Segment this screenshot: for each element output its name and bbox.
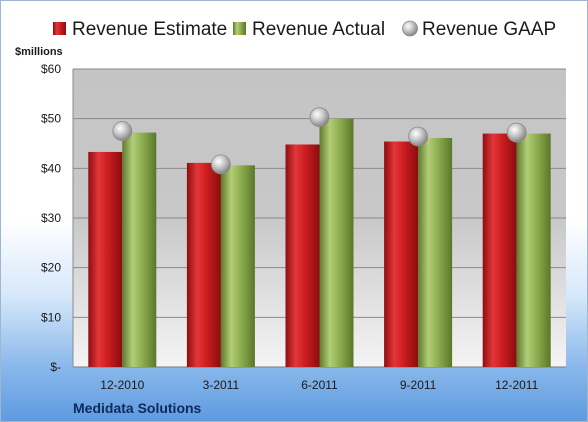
gaap-marker: [309, 107, 330, 128]
gaap-marker: [506, 122, 527, 143]
legend-label: Revenue GAAP: [422, 19, 556, 40]
y-tick-label: $50: [41, 112, 61, 126]
x-tick-label: 3-2011: [203, 378, 240, 392]
legend: Revenue Estimate Revenue Actual Revenue GA…: [53, 19, 556, 40]
bar-revenue-estimate: [285, 144, 320, 367]
y-tick-label: $10: [41, 310, 61, 324]
x-tick-label: 9-2011: [400, 378, 437, 392]
bar-revenue-estimate: [384, 141, 419, 367]
x-tick-label: 12-2011: [495, 378, 538, 392]
legend-label: Revenue Actual: [252, 19, 385, 40]
y-tick-label: $40: [41, 161, 61, 175]
gaap-marker: [112, 121, 133, 141]
bar-revenue-actual: [122, 132, 157, 367]
gaap-markers: [112, 107, 527, 175]
bar-revenue-estimate: [482, 133, 517, 367]
bar-revenue-estimate: [88, 151, 123, 367]
bar-revenue-actual: [418, 138, 453, 367]
x-tick-label: 6-2011: [301, 378, 338, 392]
y-tick-label: $60: [41, 62, 61, 76]
legend-swatch-revenue-estimate: [53, 22, 66, 35]
bar-revenue-actual: [516, 133, 551, 367]
gaap-marker: [210, 154, 231, 175]
legend-swatch-revenue-gaap: [402, 20, 418, 37]
unit-label: $millions: [15, 46, 63, 58]
legend-label: Revenue Estimate: [72, 19, 227, 40]
bar-revenue-actual: [319, 118, 354, 368]
x-axis-ticks: 12-2010 3-2011 6-2011 9-2011 12-2011: [100, 378, 538, 392]
bars: [88, 118, 551, 368]
gaap-marker: [408, 126, 429, 147]
bar-revenue-estimate: [186, 162, 221, 367]
company-label: Medidata Solutions: [73, 400, 202, 416]
x-tick-label: 12-2010: [100, 378, 144, 392]
legend-swatch-revenue-actual: [233, 22, 246, 35]
y-tick-label: $20: [41, 261, 61, 275]
bar-revenue-actual: [220, 165, 255, 367]
y-axis-ticks: $- $10 $20 $30 $40 $50 $60: [41, 62, 61, 374]
y-tick-label: $-: [50, 360, 61, 374]
y-tick-label: $30: [41, 211, 61, 225]
